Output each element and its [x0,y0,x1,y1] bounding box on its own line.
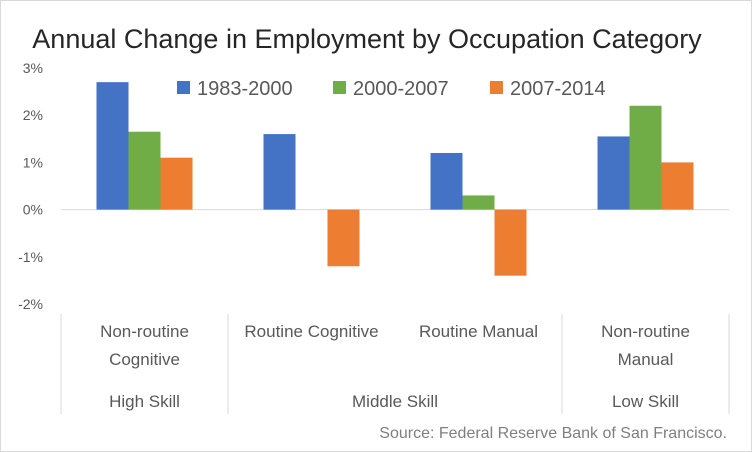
bar-2000-2007-0 [128,131,161,210]
category-label: Manual [618,350,674,369]
bar-1983-2000-2 [430,152,463,210]
group-label: High Skill [109,392,180,411]
legend-label: 1983-2000 [197,78,293,100]
x-axis: Non-routine Cognitive Routine Cognitive Rou… [60,314,730,414]
bar-1983-2000-0 [96,82,129,210]
plot-area [61,82,729,276]
category-label: Routine Manual [419,322,538,341]
bar-1983-2000-3 [597,136,630,210]
bar-2007-2014-0 [160,157,193,210]
legend-swatch-1983-2000 [177,81,190,94]
bar-1983-2000-1 [263,134,296,210]
legend: 1983-2000 2000-2007 2007-2014 [177,78,606,100]
category-label: Non-routine [100,322,189,341]
y-tick-label: -2% [18,296,43,312]
category-label: Routine Cognitive [244,322,378,341]
category-label: Cognitive [109,350,180,369]
bar-2007-2014-1 [327,209,360,267]
legend-swatch-2007-2014 [490,81,503,94]
group-label: Middle Skill [352,392,438,411]
source-note: Source: Federal Reserve Bank of San Fran… [379,425,727,442]
bar-2000-2007-3 [629,105,662,210]
legend-swatch-2000-2007 [333,81,346,94]
legend-label: 2007-2014 [510,78,606,100]
y-tick-label: 1% [23,154,43,170]
y-tick-label: -1% [18,249,43,265]
bar-2007-2014-3 [661,162,694,210]
group-label: Low Skill [612,392,679,411]
y-tick-label: 3% [23,60,43,76]
legend-label: 2000-2007 [353,78,449,100]
y-axis: 3% 2% 1% 0% -1% -2% [18,60,43,312]
chart-title: Annual Change in Employment by Occupatio… [32,24,702,54]
bar-2000-2007-2 [462,195,495,210]
category-label: Non-routine [601,322,690,341]
bar-2007-2014-2 [494,209,527,276]
y-tick-label: 2% [23,107,43,123]
y-tick-label: 0% [23,202,43,218]
